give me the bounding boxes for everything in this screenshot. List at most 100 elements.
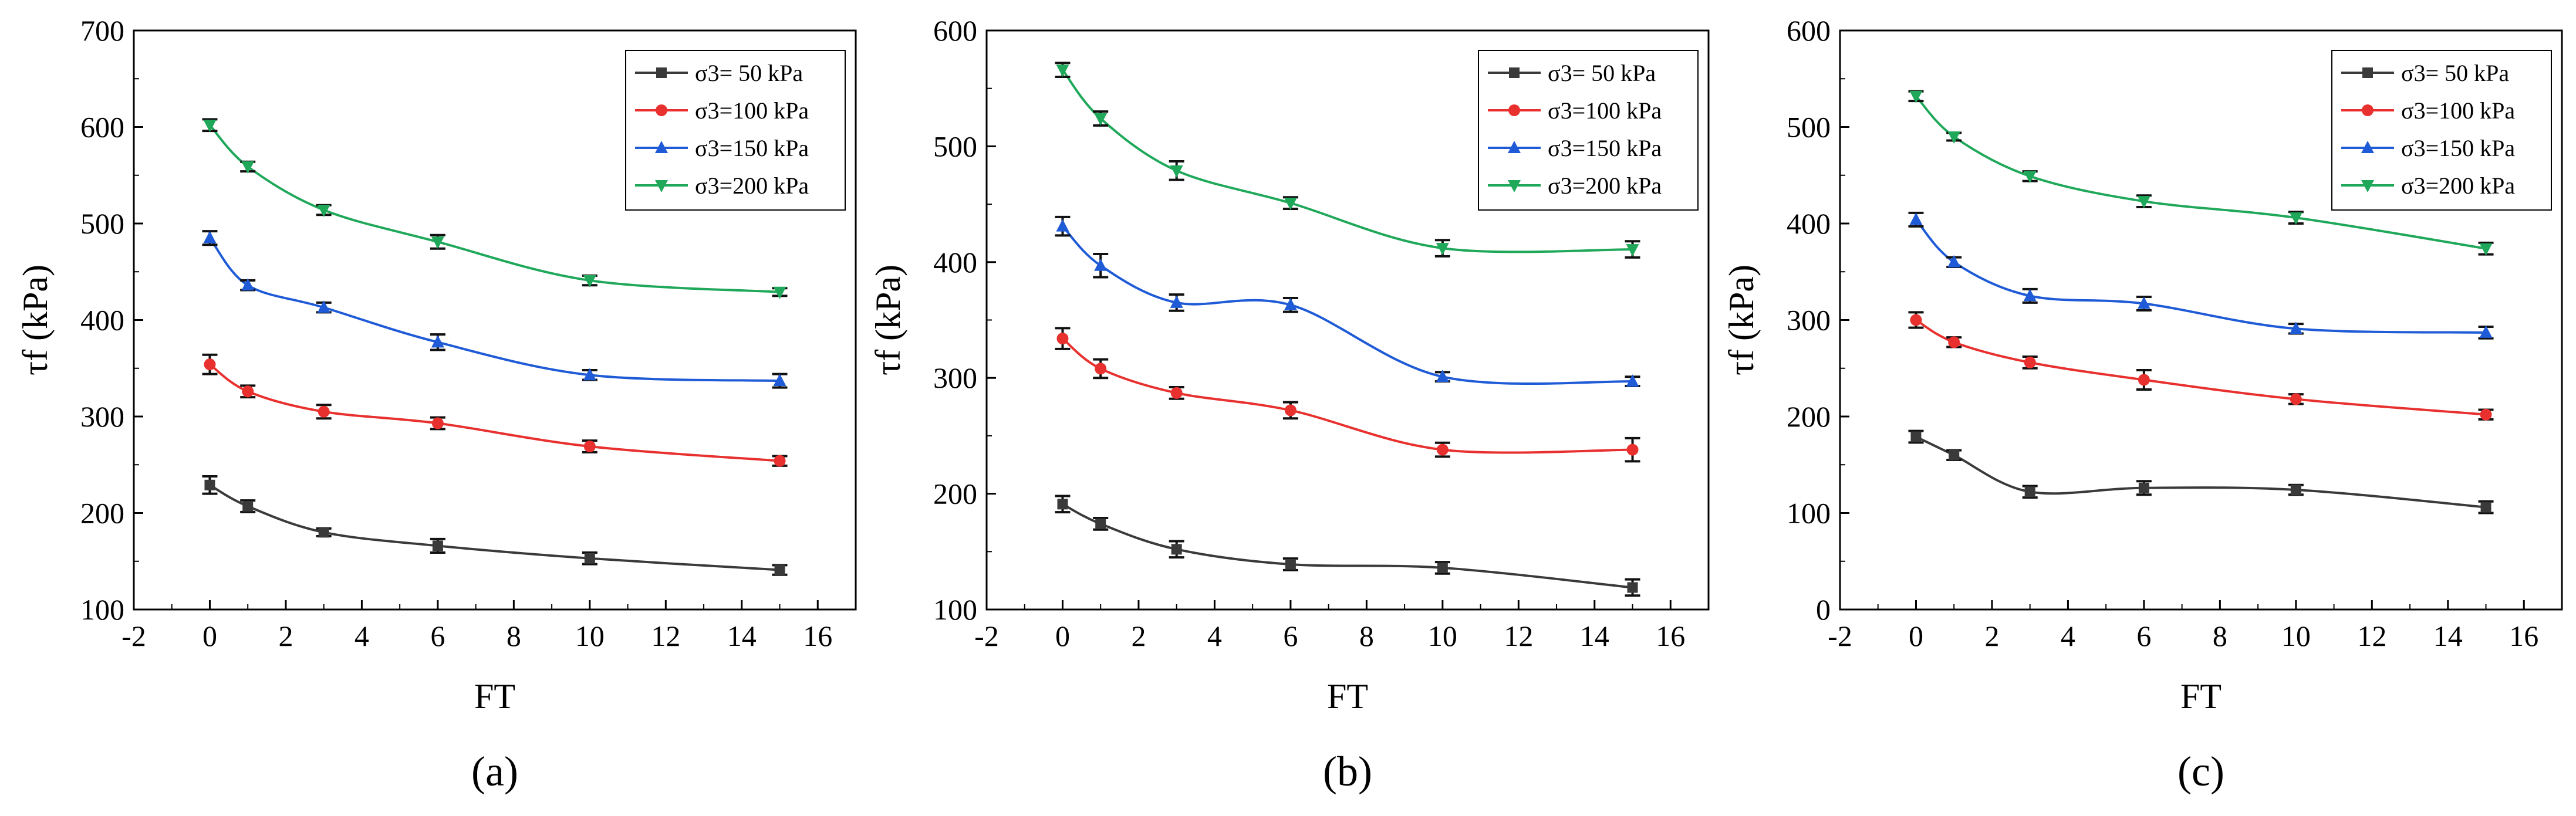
legend-marker [1509,67,1520,78]
data-point [2138,374,2150,386]
legend-entry: σ3=150 kPa [2401,135,2515,161]
data-point [584,553,595,564]
y-tick-label: 300 [80,400,124,433]
data-point [774,455,786,467]
series-s200 [1055,62,1640,259]
x-axis-label: FT [1327,677,1368,716]
y-tick-label: 600 [933,14,977,47]
series-s100 [1055,327,1640,463]
data-point [2137,196,2150,209]
data-point [1627,582,1638,593]
x-tick-label: 4 [1207,619,1222,652]
legend-marker [1508,141,1521,153]
data-point [774,564,785,575]
data-point [583,368,596,381]
x-tick-label: -2 [1828,619,1852,652]
x-tick-label: 10 [575,619,605,652]
data-point [2138,482,2149,493]
data-point [241,278,255,291]
series-s50 [202,475,788,576]
data-point [2480,408,2492,421]
legend-marker [656,67,667,78]
data-point [242,385,254,398]
legend-marker [655,180,668,192]
series-line [1062,337,1633,454]
data-point [1056,65,1069,77]
y-tick-label: 200 [933,478,977,510]
legend-entry: σ3= 50 kPa [1548,60,1656,86]
legend-entry: σ3=150 kPa [695,135,809,161]
x-tick-label: 16 [803,619,832,652]
x-tick-label: 14 [2433,619,2463,652]
data-point [432,540,443,551]
series-s50 [1908,429,2494,514]
data-point [1436,243,1449,256]
y-tick-label: 600 [1787,14,1831,47]
data-point [1284,404,1297,417]
x-tick-label: 4 [2061,619,2075,652]
y-tick-label: 300 [1787,304,1831,337]
data-point [204,358,216,371]
data-point [1909,90,1923,103]
data-point [2290,393,2302,405]
x-tick-label: 6 [430,619,445,652]
x-tick-label: 0 [1055,619,1070,652]
panel-b: -2 0 2 4 6 8 10 12 14 16 100 200 300 400 500 600 FT τf (k… [869,14,1710,795]
data-point [242,500,254,512]
panel-label: (a) [471,748,518,795]
data-point [317,300,330,313]
y-tick-label: 600 [80,111,124,144]
x-axis-label: FT [474,677,515,716]
legend: σ3= 50 kPa σ3=100 kPa σ3=150 kPa σ3=200 kPa [1478,50,1699,211]
data-point [431,417,444,429]
x-tick-label: 4 [355,619,369,652]
data-point [2024,486,2035,497]
data-point [2290,485,2301,496]
data-point [2023,171,2037,184]
legend-entry: σ3=150 kPa [1548,135,1662,161]
data-point [1947,131,1961,144]
y-tick-label: 200 [80,497,124,530]
x-tick-label: 2 [1131,619,1146,652]
data-point [1057,499,1068,510]
y-tick-label: 700 [80,14,124,47]
legend-entry: σ3=200 kPa [695,172,809,199]
data-point [203,231,217,243]
data-point [1170,165,1183,178]
series-s150 [1055,215,1640,388]
series-s100 [1908,311,2494,421]
y-tick-label: 500 [80,207,124,240]
data-point [1095,363,1107,375]
data-point [1171,544,1182,555]
y-axis-label: τf (kPa) [16,265,55,375]
y-tick-label: 100 [933,593,977,626]
data-point [2289,212,2302,225]
x-tick-label: 2 [278,619,293,652]
data-point [1170,387,1183,399]
series-s200 [202,118,788,299]
series-line [1915,435,2486,509]
data-point [1947,255,1961,268]
series-line [1062,225,1633,385]
data-point [1285,559,1296,570]
data-point [2479,325,2493,338]
legend-entry: σ3=100 kPa [695,97,809,124]
data-point [1626,374,1639,387]
data-point [1948,336,1960,348]
data-point [1095,518,1106,529]
y-tick-label: 500 [933,130,977,162]
series-s150 [1908,211,2494,340]
x-tick-label: 6 [2136,619,2151,652]
x-tick-label: 16 [2509,619,2538,652]
series-line [1062,503,1633,589]
legend-entry: σ3=100 kPa [2401,97,2515,124]
data-point [1910,314,1922,326]
y-tick-label: 100 [1787,497,1831,530]
y-axis-label: τf (kPa) [1722,265,1761,375]
data-point [203,120,217,133]
data-point [318,405,330,418]
x-tick-label: -2 [974,619,999,652]
legend-marker [656,104,667,116]
